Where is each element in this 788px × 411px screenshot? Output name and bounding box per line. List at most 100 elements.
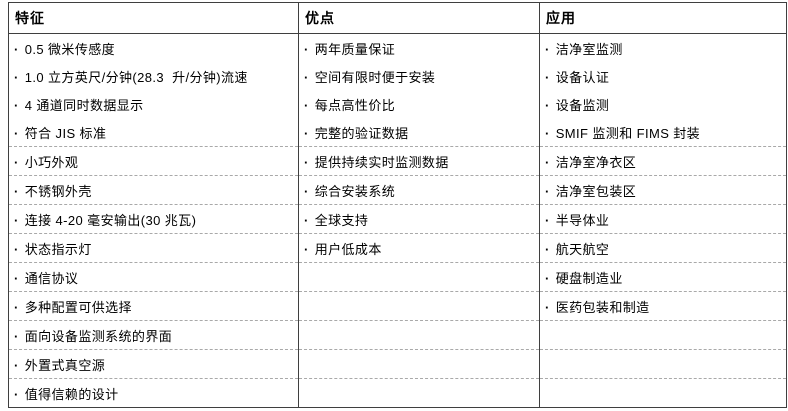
item-text: 航天航空 bbox=[555, 241, 610, 257]
bullet-icon: · bbox=[304, 97, 309, 113]
table-cell: · 全球支持 bbox=[298, 204, 540, 234]
bullet-icon: · bbox=[14, 41, 19, 57]
item-text: 设备监测 bbox=[555, 97, 610, 113]
bullet-icon: · bbox=[545, 241, 550, 257]
column-header-features: 特征 bbox=[8, 2, 299, 34]
bullet-icon: · bbox=[304, 212, 309, 228]
table-cell bbox=[298, 320, 540, 350]
table-cell: · 空间有限时便于安装 bbox=[298, 62, 540, 90]
item-text: 全球支持 bbox=[314, 212, 369, 228]
table-row: · 值得信赖的设计 bbox=[8, 378, 787, 408]
bullet-icon: · bbox=[14, 299, 19, 315]
table-row: · 1.0 立方英尺/分钟(28.3 升/分钟)流速 · 空间有限时便于安装 · 设备认证 bbox=[9, 62, 787, 90]
bullet-icon: · bbox=[14, 241, 19, 257]
table-cell: · 洁净室监测 bbox=[539, 33, 787, 62]
bullet-icon: · bbox=[304, 125, 309, 141]
table-cell: · 通信协议 bbox=[8, 262, 299, 292]
table-cell: · 洁净室包装区 bbox=[539, 175, 787, 205]
bullet-icon: · bbox=[14, 357, 19, 373]
table-cell bbox=[298, 378, 540, 408]
item-text: 半导体业 bbox=[555, 212, 610, 228]
item-text: 洁净室净衣区 bbox=[555, 154, 637, 170]
table-row: · 连接 4-20 毫安输出(30 兆瓦) · 全球支持 · 半导体业 bbox=[8, 204, 787, 234]
table-cell: · 半导体业 bbox=[539, 204, 787, 234]
bullet-icon: · bbox=[545, 183, 550, 199]
item-text: 硬盘制造业 bbox=[555, 270, 623, 286]
bullet-icon: · bbox=[14, 69, 19, 85]
bullet-icon: · bbox=[14, 270, 19, 286]
bullet-icon: · bbox=[545, 125, 550, 141]
table-row: · 外置式真空源 bbox=[8, 349, 787, 379]
table-cell: · 航天航空 bbox=[539, 233, 787, 263]
bullet-icon: · bbox=[304, 69, 309, 85]
bullet-icon: · bbox=[14, 97, 19, 113]
table-cell bbox=[298, 349, 540, 379]
item-text: 两年质量保证 bbox=[314, 41, 396, 57]
bullet-icon: · bbox=[545, 41, 550, 57]
item-text: 用户低成本 bbox=[314, 241, 382, 257]
table-cell: · 状态指示灯 bbox=[8, 233, 299, 263]
table-cell bbox=[298, 262, 540, 292]
bullet-icon: · bbox=[304, 41, 309, 57]
bullet-icon: · bbox=[545, 69, 550, 85]
bullet-icon: · bbox=[14, 154, 19, 170]
table-cell: · SMIF 监测和 FIMS 封装 bbox=[539, 118, 787, 147]
bullet-icon: · bbox=[545, 212, 550, 228]
bullet-icon: · bbox=[545, 270, 550, 286]
table-row: · 不锈钢外壳 · 综合安装系统 · 洁净室包装区 bbox=[8, 175, 787, 205]
column-header-advantages: 优点 bbox=[298, 2, 540, 34]
item-text: 1.0 立方英尺/分钟(28.3 升/分钟)流速 bbox=[24, 69, 248, 85]
table-cell: · 硬盘制造业 bbox=[539, 262, 787, 292]
item-text: 符合 JIS 标准 bbox=[24, 125, 107, 141]
item-text: 4 通道同时数据显示 bbox=[24, 97, 144, 113]
table-cell: · 医药包装和制造 bbox=[539, 291, 787, 321]
item-text: 值得信赖的设计 bbox=[24, 386, 119, 402]
bullet-icon: · bbox=[14, 212, 19, 228]
item-text: 完整的验证数据 bbox=[314, 125, 409, 141]
item-text: SMIF 监测和 FIMS 封装 bbox=[555, 125, 701, 141]
table-cell: · 面向设备监测系统的界面 bbox=[8, 320, 299, 350]
table-row: · 4 通道同时数据显示 · 每点高性价比 · 设备监测 bbox=[9, 90, 787, 118]
table-cell: · 小巧外观 bbox=[8, 146, 299, 176]
column-header-applications: 应用 bbox=[539, 2, 787, 34]
bullet-icon: · bbox=[304, 154, 309, 170]
item-text: 不锈钢外壳 bbox=[24, 183, 92, 199]
item-text: 医药包装和制造 bbox=[555, 299, 650, 315]
item-text: 洁净室监测 bbox=[555, 41, 623, 57]
table-cell: · 符合 JIS 标准 bbox=[9, 118, 299, 147]
bullet-icon: · bbox=[545, 97, 550, 113]
item-text: 洁净室包装区 bbox=[555, 183, 637, 199]
item-text: 外置式真空源 bbox=[24, 357, 106, 373]
table-cell: · 多种配置可供选择 bbox=[8, 291, 299, 321]
table-cell: · 1.0 立方英尺/分钟(28.3 升/分钟)流速 bbox=[9, 62, 299, 90]
bullet-icon: · bbox=[304, 241, 309, 257]
table-cell: · 完整的验证数据 bbox=[298, 118, 540, 147]
bullet-icon: · bbox=[14, 386, 19, 402]
table-row: · 通信协议 · 硬盘制造业 bbox=[8, 262, 787, 292]
features-benefits-applications-table: 特征 优点 应用 · 0.5 微米传感度 · 两年质量保证 · 洁净室监测 · 1.0 立方英… bbox=[8, 2, 787, 408]
table-row: · 多种配置可供选择 · 医药包装和制造 bbox=[8, 291, 787, 321]
table-body: · 0.5 微米传感度 · 两年质量保证 · 洁净室监测 · 1.0 立方英尺/分钟(28.3… bbox=[8, 33, 787, 408]
table-row: · 符合 JIS 标准 · 完整的验证数据 · SMIF 监测和 FIMS 封装 bbox=[9, 118, 787, 147]
table-row: · 面向设备监测系统的界面 bbox=[8, 320, 787, 350]
item-text: 设备认证 bbox=[555, 69, 610, 85]
item-text: 综合安装系统 bbox=[314, 183, 396, 199]
item-text: 0.5 微米传感度 bbox=[24, 41, 116, 57]
bullet-icon: · bbox=[14, 328, 19, 344]
table-row: · 状态指示灯 · 用户低成本 · 航天航空 bbox=[8, 233, 787, 263]
bullet-icon: · bbox=[545, 299, 550, 315]
item-text: 提供持续实时监测数据 bbox=[314, 154, 449, 170]
table-cell: · 连接 4-20 毫安输出(30 兆瓦) bbox=[8, 204, 299, 234]
table-cell: · 不锈钢外壳 bbox=[8, 175, 299, 205]
item-text: 小巧外观 bbox=[24, 154, 79, 170]
table-cell bbox=[539, 320, 787, 350]
table-cell: · 每点高性价比 bbox=[298, 90, 540, 118]
item-text: 多种配置可供选择 bbox=[24, 299, 132, 315]
item-text: 状态指示灯 bbox=[24, 241, 92, 257]
table-cell bbox=[298, 291, 540, 321]
item-text: 每点高性价比 bbox=[314, 97, 396, 113]
table-cell bbox=[539, 378, 787, 408]
item-text: 面向设备监测系统的界面 bbox=[24, 328, 173, 344]
table-cell: · 用户低成本 bbox=[298, 233, 540, 263]
